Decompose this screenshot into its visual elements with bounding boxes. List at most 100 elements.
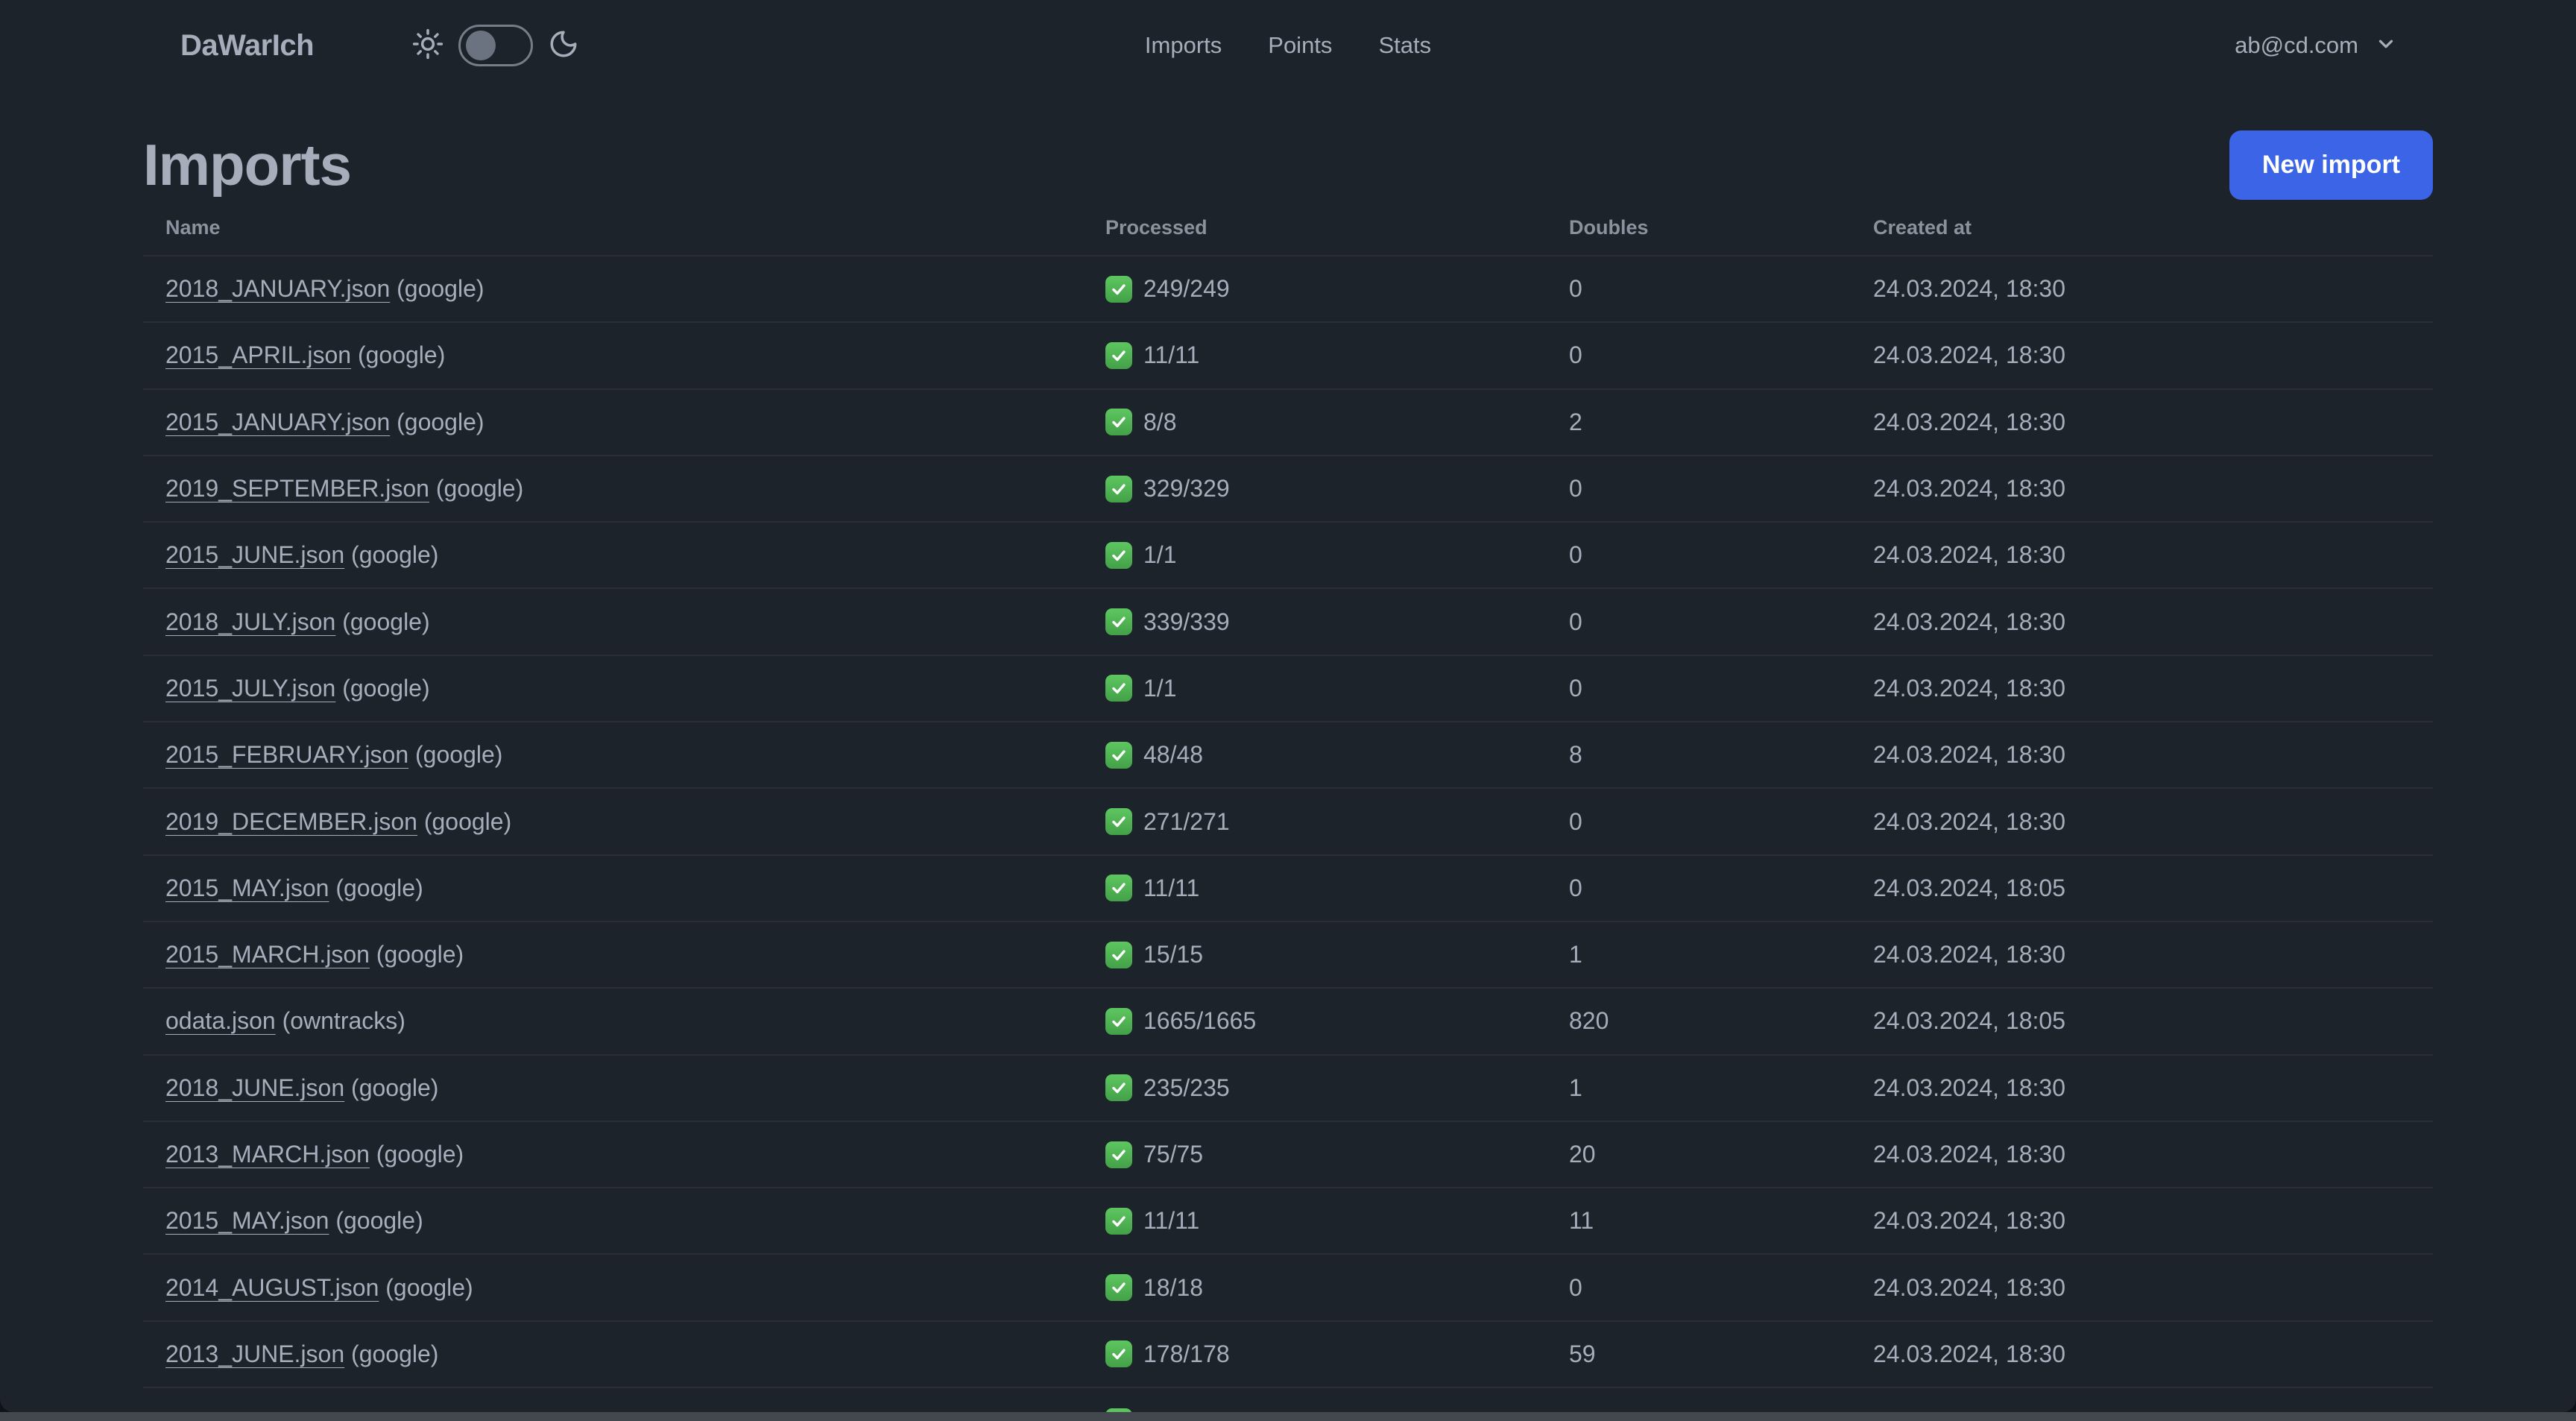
check-mark-icon bbox=[1105, 1007, 1132, 1035]
processed-count: 235/235 bbox=[1143, 1074, 1230, 1101]
user-email: ab@cd.com bbox=[2235, 32, 2358, 58]
processed-cell: 11/11 bbox=[1105, 875, 1569, 902]
processed-cell: 235/235 bbox=[1105, 1074, 1569, 1102]
import-file-link[interactable]: 2019_SEPTEMBER.json bbox=[165, 475, 429, 502]
import-file-link[interactable]: 2015_JUNE.json bbox=[165, 541, 345, 569]
doubles-count: 2 bbox=[1569, 408, 1582, 435]
check-mark-icon bbox=[1105, 1207, 1132, 1235]
table-row: 2015_FEBRUARY.json (google) 48/48 8 24.0… bbox=[143, 722, 2433, 790]
new-import-button[interactable]: New import bbox=[2229, 130, 2433, 200]
processed-cell: 1665/1665 bbox=[1105, 1007, 1569, 1035]
created-at: 24.03.2024, 18:30 bbox=[1873, 341, 2066, 369]
import-file-link[interactable]: 2018_JUNE.json bbox=[165, 1074, 345, 1101]
column-header-created-at: Created at bbox=[1873, 215, 1972, 239]
sun-icon bbox=[412, 28, 443, 63]
import-source: (google) bbox=[429, 475, 524, 502]
created-at: 24.03.2024, 18:30 bbox=[1873, 674, 2066, 702]
theme-toggle[interactable] bbox=[412, 25, 579, 66]
processed-count: 1/1 bbox=[1143, 674, 1177, 702]
table-row: 2015_JANUARY.json (google) 8/8 2 24.03.2… bbox=[143, 390, 2433, 456]
processed-cell: 11/11 bbox=[1105, 341, 1569, 369]
import-file-link[interactable]: 2018_JULY.json bbox=[165, 608, 336, 635]
created-at: 24.03.2024, 18:30 bbox=[1873, 1207, 2066, 1235]
import-source: (google) bbox=[344, 541, 439, 569]
doubles-count: 20 bbox=[1569, 1141, 1596, 1168]
import-source: (google) bbox=[408, 741, 503, 769]
import-file-link[interactable]: odata.json bbox=[165, 1007, 276, 1035]
processed-cell: 8/8 bbox=[1105, 409, 1569, 436]
doubles-count: 1 bbox=[1569, 1074, 1582, 1101]
table-row: 2015_MARCH.json (google) 15/15 1 24.03.2… bbox=[143, 922, 2433, 989]
created-at: 24.03.2024, 18:30 bbox=[1873, 275, 2066, 303]
doubles-count: 1 bbox=[1569, 941, 1582, 968]
import-source: (google) bbox=[335, 608, 430, 635]
imports-table-body: 2018_JANUARY.json (google) 249/249 0 24.… bbox=[143, 256, 2433, 1412]
table-row: 2013_MARCH.json (google) 75/75 20 24.03.… bbox=[143, 1122, 2433, 1189]
import-file-link[interactable]: 2015_FEBRUARY.json bbox=[165, 741, 409, 769]
table-row: 2019_SEPTEMBER.json (google) 329/329 0 2… bbox=[143, 456, 2433, 523]
import-file-link[interactable]: 2013_JUNE.json bbox=[165, 1340, 345, 1367]
check-mark-icon bbox=[1105, 875, 1132, 902]
processed-count: 178/178 bbox=[1143, 1340, 1230, 1367]
name-cell: 2015_JUNE.json (google) bbox=[165, 541, 1105, 569]
nav-link-imports[interactable]: Imports bbox=[1144, 32, 1222, 58]
import-file-link[interactable]: 2015_JANUARY.json bbox=[165, 408, 391, 435]
import-file-link[interactable]: 2015_JULY.json bbox=[165, 674, 336, 702]
import-file-link[interactable]: 2015_MARCH.json bbox=[165, 941, 370, 968]
created-at: 24.03.2024, 18:30 bbox=[1873, 1273, 2066, 1301]
name-cell: 2018_JANUARY.json (google) bbox=[165, 275, 1105, 303]
processed-cell: 18/18 bbox=[1105, 1274, 1569, 1302]
table-header-row: Name Processed Doubles Created at bbox=[143, 200, 2433, 256]
name-cell: 2015_MAY.json (google) bbox=[165, 1207, 1105, 1235]
import-source: (google) bbox=[390, 275, 484, 303]
nav-link-stats[interactable]: Stats bbox=[1378, 32, 1432, 58]
import-file-link[interactable]: 2013_MARCH.json bbox=[165, 1141, 370, 1168]
table-row: odata.json (owntracks) 1665/1665 820 24.… bbox=[143, 989, 2433, 1056]
table-row: 2018_JULY.json (google) 339/339 0 24.03.… bbox=[143, 589, 2433, 656]
processed-count: 75/75 bbox=[1143, 1141, 1204, 1168]
doubles-count: 0 bbox=[1569, 475, 1582, 502]
import-file-link[interactable]: 2018_JANUARY.json bbox=[165, 275, 391, 303]
created-at: 24.03.2024, 18:30 bbox=[1873, 408, 2066, 435]
processed-cell: 15/15 bbox=[1105, 941, 1569, 968]
processed-count: 1665/1665 bbox=[1143, 1007, 1257, 1035]
doubles-count: 0 bbox=[1569, 341, 1582, 369]
processed-cell: 339/339 bbox=[1105, 608, 1569, 636]
check-mark-icon bbox=[1105, 409, 1132, 436]
processed-count: 329/329 bbox=[1143, 475, 1230, 502]
processed-count: 271/271 bbox=[1143, 807, 1230, 835]
main-content: Imports New import Name Processed Double… bbox=[0, 130, 2576, 1412]
import-source: (google) bbox=[335, 674, 430, 702]
check-mark-icon bbox=[1105, 1141, 1132, 1168]
check-mark-icon bbox=[1105, 541, 1132, 569]
import-file-link[interactable]: 2019_DECEMBER.json bbox=[165, 807, 417, 835]
name-cell: 2015_JANUARY.json (google) bbox=[165, 409, 1105, 436]
doubles-count: 59 bbox=[1569, 1340, 1596, 1367]
processed-cell: 178/178 bbox=[1105, 1340, 1569, 1368]
import-file-link[interactable]: 2015_MAY.json bbox=[165, 1207, 329, 1235]
processed-cell: 249/249 bbox=[1105, 275, 1569, 303]
column-header-processed: Processed bbox=[1105, 215, 1208, 239]
import-source: (google) bbox=[329, 1207, 423, 1235]
theme-toggle-switch[interactable] bbox=[458, 25, 534, 66]
import-file-link[interactable]: 2015_MAY.json bbox=[165, 874, 329, 901]
check-mark-icon bbox=[1105, 341, 1132, 369]
user-menu[interactable]: ab@cd.com bbox=[2235, 32, 2397, 59]
import-file-link[interactable]: 2014_AUGUST.json bbox=[165, 1273, 379, 1301]
processed-count: 48/48 bbox=[1143, 741, 1204, 769]
doubles-count: 8 bbox=[1569, 741, 1582, 769]
name-cell: 2015_MAY.json (google) bbox=[165, 875, 1105, 902]
nav-link-points[interactable]: Points bbox=[1268, 32, 1333, 58]
doubles-count: 0 bbox=[1569, 608, 1582, 635]
check-mark-icon bbox=[1105, 941, 1132, 968]
created-at: 24.03.2024, 18:30 bbox=[1873, 741, 2066, 769]
doubles-count: 0 bbox=[1569, 807, 1582, 835]
processed-cell: 271/271 bbox=[1105, 808, 1569, 836]
app-logo[interactable]: DaWarIch bbox=[180, 28, 315, 62]
import-file-link[interactable]: 2015_APRIL.json bbox=[165, 341, 352, 369]
check-mark-icon bbox=[1105, 808, 1132, 836]
processed-cell: 329/329 bbox=[1105, 475, 1569, 502]
created-at: 24.03.2024, 18:30 bbox=[1873, 807, 2066, 835]
processed-cell: 75/75 bbox=[1105, 1141, 1569, 1168]
